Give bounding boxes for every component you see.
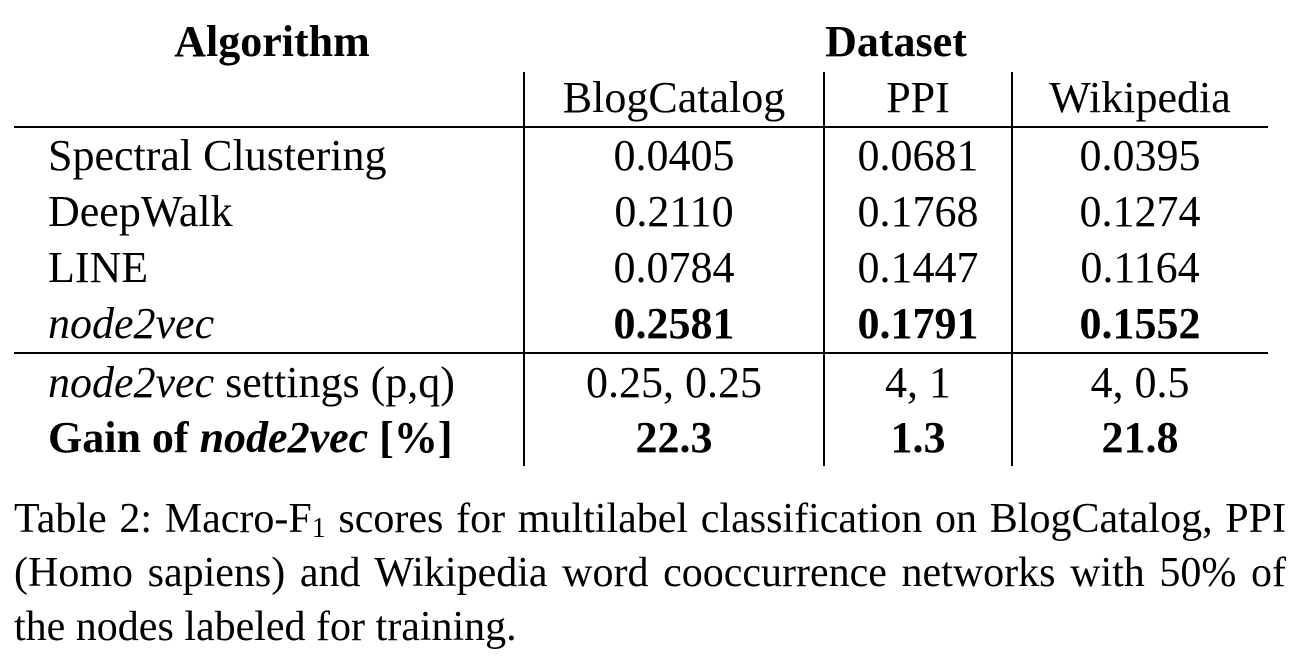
row-label: LINE (48, 243, 149, 292)
table-cell: 0.1274 (1079, 187, 1201, 236)
table-cell: 0.2110 (614, 187, 734, 236)
row-label: DeepWalk (48, 187, 233, 236)
column-separator (823, 72, 825, 466)
header-col-wikipedia: Wikipedia (1049, 73, 1231, 122)
gain-label-prefix: Gain of (48, 413, 200, 462)
table-cell: 1.3 (890, 413, 946, 462)
table-cell: 0.0395 (1079, 131, 1201, 180)
settings-label-italic: node2vec (48, 358, 215, 407)
table-cell: 0.0784 (613, 243, 735, 292)
gain-label-italic: node2vec (199, 413, 369, 462)
settings-row-label: node2vec settings (p,q) (48, 361, 455, 405)
header-col-ppi: PPI (886, 73, 950, 122)
table-cell: 0.0405 (613, 131, 735, 180)
header-col-blogcatalog: BlogCatalog (562, 73, 786, 122)
row-label: node2vec (48, 299, 215, 348)
table-cell: 22.3 (635, 413, 713, 462)
header-dataset: Dataset (825, 17, 967, 66)
column-separator (1011, 72, 1013, 466)
table-cell: 0.1447 (857, 243, 979, 292)
caption-prefix: Table 2: Macro-F (14, 496, 312, 542)
table-cell: 4, 0.5 (1090, 358, 1190, 407)
table-cell: 0.1791 (857, 299, 979, 348)
table-cell: 0.1768 (857, 187, 979, 236)
gain-label-suffix: [%] (368, 413, 453, 462)
caption-subscript: 1 (311, 513, 326, 544)
mid-rule (14, 352, 1268, 354)
header-rule (14, 126, 1268, 128)
table-cell: 0.25, 0.25 (586, 358, 762, 407)
caption-text: scores for multilabel classification on … (14, 496, 1286, 650)
table-caption: Table 2: Macro-F1 scores for multilabel … (14, 492, 1286, 654)
settings-label-rest: settings (p,q) (214, 358, 455, 407)
table-cell: 4, 1 (885, 358, 951, 407)
column-separator (523, 72, 525, 466)
row-label: Spectral Clustering (48, 131, 387, 180)
gain-row-label: Gain of node2vec [%] (48, 416, 452, 460)
table-cell: 0.1552 (1079, 299, 1201, 348)
table-cell: 0.1164 (1080, 243, 1200, 292)
table-cell: 0.2581 (613, 299, 735, 348)
header-algorithm: Algorithm (174, 17, 370, 66)
table-cell: 21.8 (1101, 413, 1179, 462)
table-cell: 0.0681 (857, 131, 979, 180)
